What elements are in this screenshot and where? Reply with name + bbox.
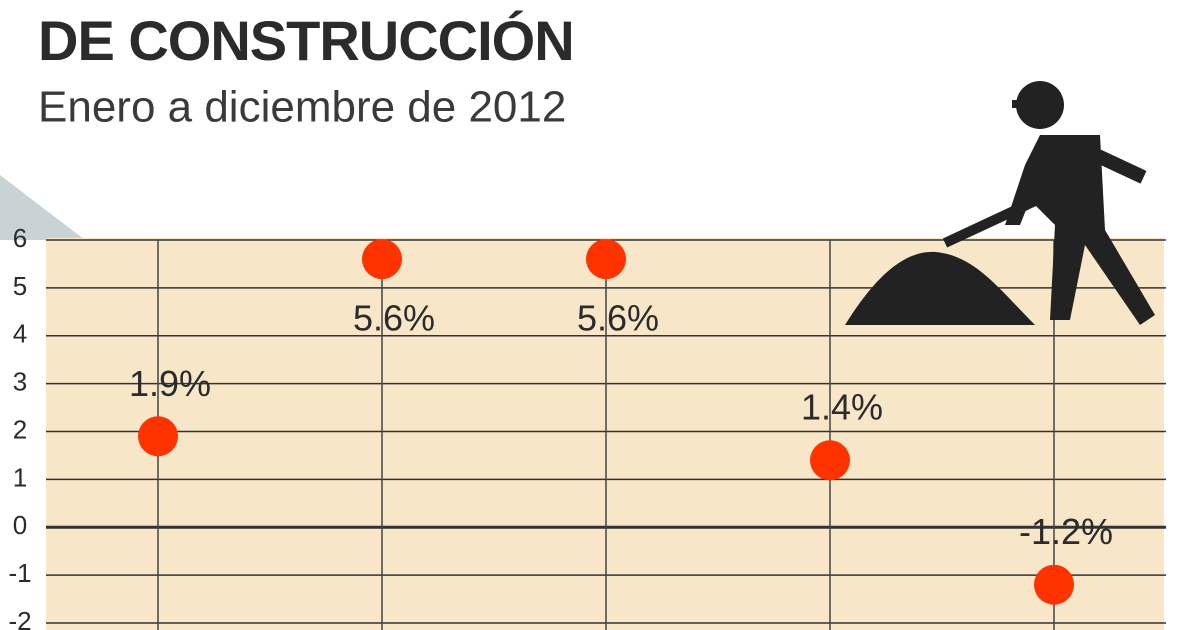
y-tick-label: 6: [13, 223, 27, 253]
point: [810, 440, 850, 481]
point: [586, 239, 626, 280]
y-tick-label: -2: [8, 606, 31, 630]
value-label: 5.6%: [353, 298, 435, 339]
point: [138, 416, 178, 457]
value-label: 1.9%: [129, 363, 211, 404]
value-label: -1.2%: [1019, 511, 1113, 552]
y-tick-label: 3: [13, 367, 27, 397]
value-label: 5.6%: [577, 298, 659, 339]
y-tick-label: 1: [13, 462, 27, 492]
y-tick-label: -1: [8, 558, 31, 588]
point: [362, 239, 402, 280]
decoration: [0, 175, 85, 240]
worker-icon: [845, 81, 1155, 325]
marks: 1.9% 5.6% 5.6% 1.4% -1.2%: [129, 239, 1113, 605]
y-tick-label: 0: [13, 510, 27, 540]
value-label: 1.4%: [801, 387, 883, 428]
y-tick-label: 2: [13, 414, 27, 444]
chart-subtitle: Enero a diciembre de 2012: [38, 83, 566, 132]
chart-title: DE CONSTRUCCIÓN: [38, 9, 574, 72]
y-tick-label: 4: [13, 319, 27, 349]
point: [1034, 564, 1074, 605]
y-tick-label: 5: [13, 271, 27, 301]
